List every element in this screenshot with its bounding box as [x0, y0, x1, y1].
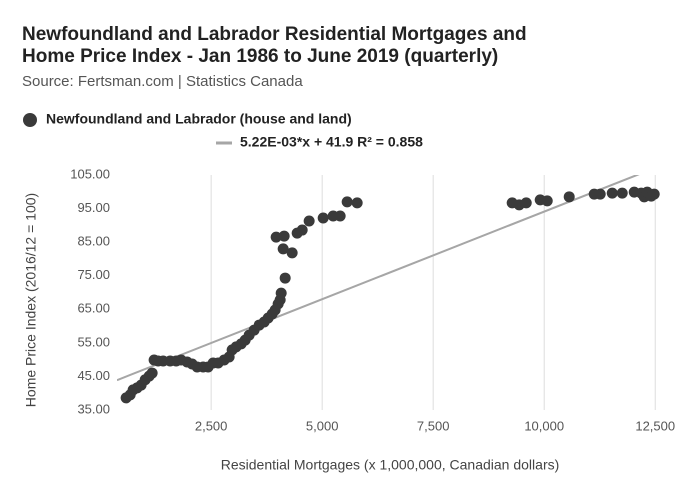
data-point [278, 230, 290, 242]
y-tick-label: 65.00 [77, 301, 110, 316]
y-tick-label: 35.00 [77, 401, 110, 416]
y-tick-label: 45.00 [77, 368, 110, 383]
data-point [296, 224, 308, 236]
data-point [648, 188, 660, 200]
trendline [117, 175, 640, 382]
data-point [334, 210, 346, 222]
x-tick-label: 2,500 [195, 418, 228, 433]
x-tick-label: 12,500 [635, 418, 675, 433]
x-tick-label: 7,500 [417, 418, 450, 433]
data-point [594, 188, 606, 200]
data-point [317, 212, 329, 224]
legend-label: 5.22E-03*x + 41.9 R² = 0.858 [240, 134, 423, 150]
y-tick-label: 95.00 [77, 200, 110, 215]
data-point [606, 187, 618, 199]
data-point [275, 287, 287, 299]
chart-title-line-1: Newfoundland and Labrador Residential Mo… [22, 24, 527, 45]
data-point [303, 215, 315, 227]
x-axis-title: Residential Mortgages (x 1,000,000, Cana… [221, 457, 560, 473]
y-tick-label: 105.00 [70, 166, 110, 181]
data-point [270, 231, 282, 243]
data-point [563, 191, 575, 203]
data-point [351, 197, 363, 209]
data-point [541, 195, 553, 207]
y-axis-title: Home Price Index (2016/12 = 100) [23, 193, 39, 407]
y-tick-label: 55.00 [77, 334, 110, 349]
data-point [277, 243, 289, 255]
data-point [286, 247, 298, 259]
x-tick-label: 10,000 [524, 418, 564, 433]
data-point [146, 367, 158, 379]
data-point [520, 197, 532, 209]
data-point [341, 196, 353, 208]
data-point [616, 187, 628, 199]
y-tick-label: 85.00 [77, 234, 110, 249]
legend-marker [23, 113, 37, 127]
x-tick-label: 5,000 [306, 418, 339, 433]
y-tick-label: 75.00 [77, 267, 110, 282]
data-point [279, 272, 291, 284]
chart-title-line-2: Home Price Index - Jan 1986 to June 2019… [22, 46, 498, 67]
legend-label: Newfoundland and Labrador (house and lan… [46, 111, 352, 127]
chart-subtitle: Source: Fertsman.com | Statistics Canada [22, 73, 303, 90]
